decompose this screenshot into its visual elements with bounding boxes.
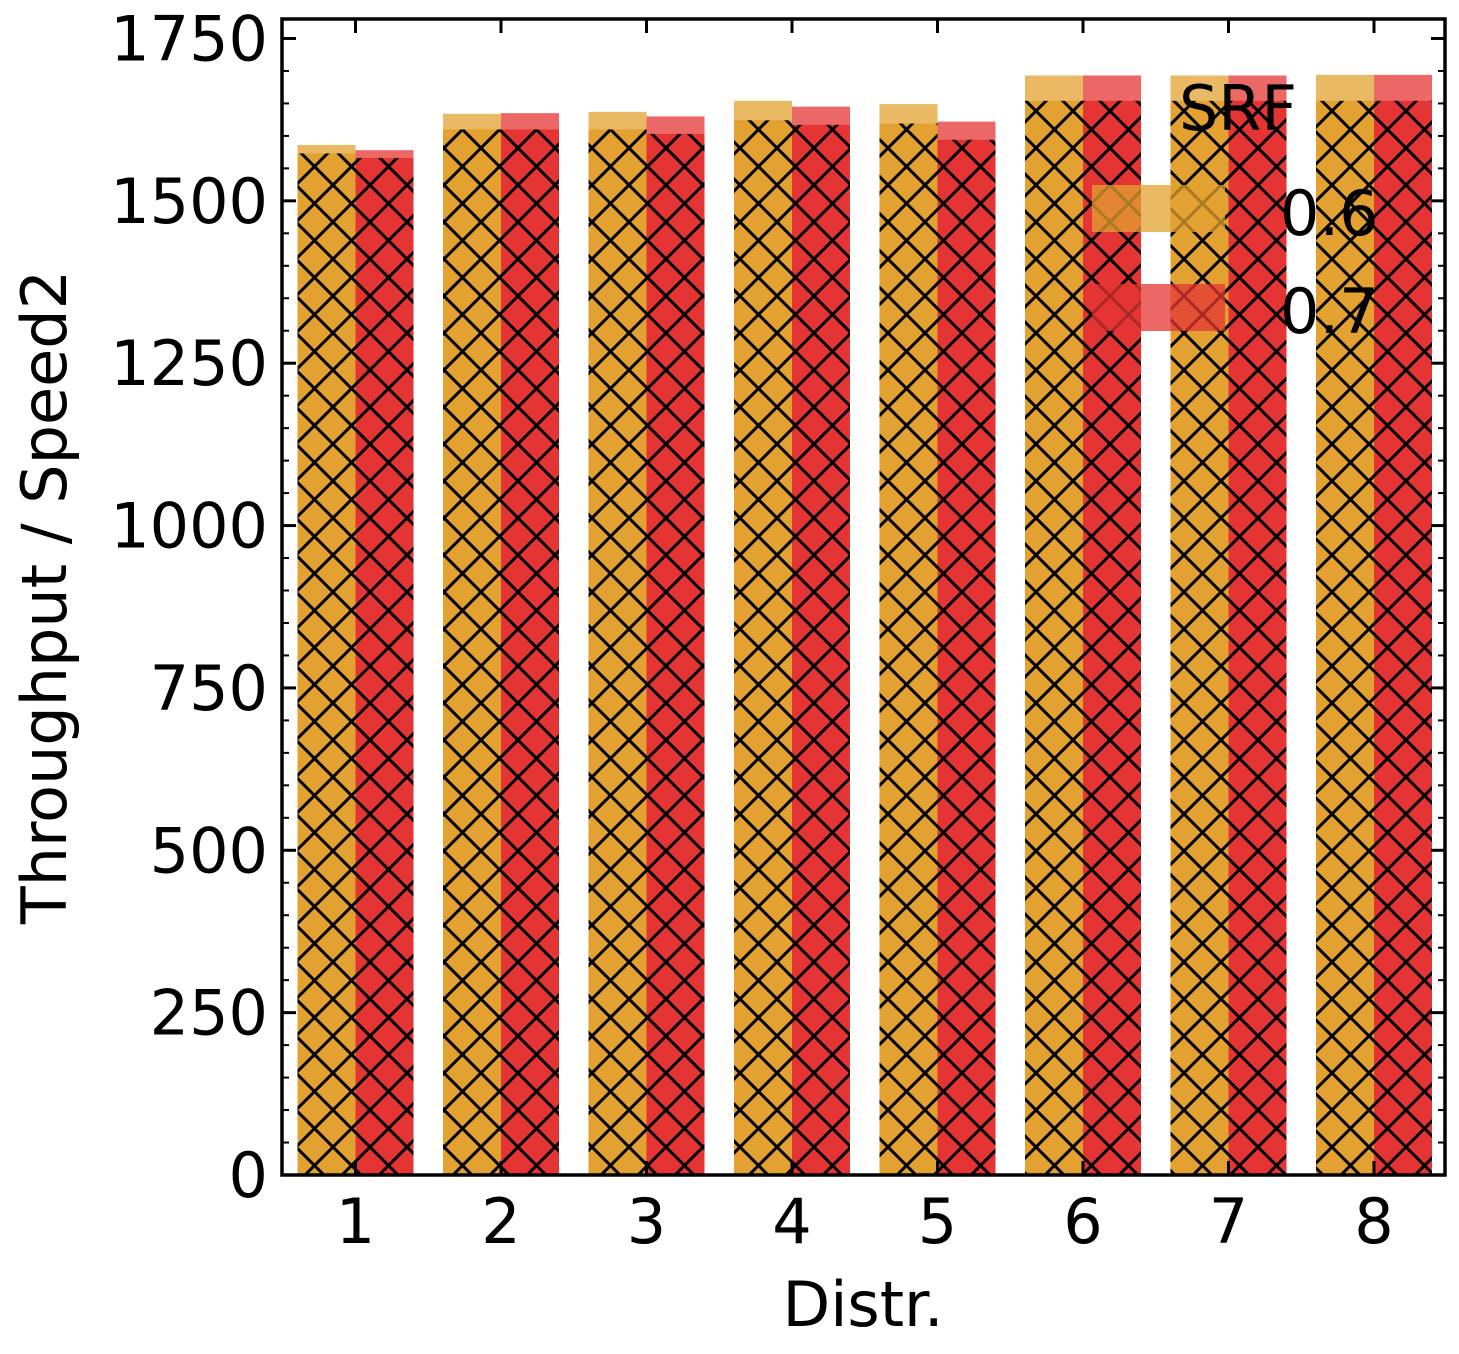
bar-hatch-0.6-6 <box>1025 100 1083 1175</box>
legend-label-0.7: 0.7 <box>1280 275 1379 348</box>
y-tick-label-750: 750 <box>150 652 268 725</box>
x-tick-label-6: 6 <box>1063 1185 1102 1258</box>
legend-title: SRF <box>1179 72 1297 145</box>
bar-hatch-0.6-7 <box>1170 100 1229 1175</box>
bar-hatch-0.7-2 <box>501 129 559 1175</box>
bar-hatch-0.6-1 <box>297 153 356 1175</box>
bar-hatch-0.6-8 <box>1316 100 1374 1175</box>
y-tick-label-1500: 1500 <box>110 165 268 238</box>
y-tick-label-250: 250 <box>150 977 268 1050</box>
y-tick-label-500: 500 <box>150 814 268 887</box>
bar-hatch-0.7-1 <box>355 157 414 1175</box>
ticks-layer: 1 2 3 4 5 6 7 8 0 250 500 750 1000 1250 1500 1750 <box>110 2 1445 1258</box>
legend-swatch-0.7 <box>1092 284 1225 331</box>
bar-hatch-0.7-8 <box>1374 100 1432 1175</box>
bar-hatch-0.6-3 <box>588 129 647 1175</box>
bar-hatch-0.7-6 <box>1083 100 1141 1175</box>
bar-hatch-0.6-5 <box>879 123 938 1175</box>
bars-layer <box>297 74 1432 1176</box>
legend-label-0.6: 0.6 <box>1280 177 1379 250</box>
legend-swatch-0.6 <box>1092 185 1225 232</box>
bar-hatch-0.7-7 <box>1228 100 1287 1175</box>
axes-layer <box>280 17 1447 1177</box>
x-tick-label-2: 2 <box>481 1185 520 1258</box>
bar-hatch-0.7-5 <box>937 139 996 1175</box>
x-tick-label-8: 8 <box>1354 1185 1393 1258</box>
y-tick-label-1000: 1000 <box>110 490 268 563</box>
x-tick-label-7: 7 <box>1209 1185 1248 1258</box>
x-tick-label-4: 4 <box>772 1185 811 1258</box>
y-tick-label-1250: 1250 <box>110 327 268 400</box>
bar-hatch-0.6-2 <box>443 129 501 1175</box>
x-tick-label-5: 5 <box>918 1185 957 1258</box>
legend: SRF 0.6 0.7 <box>1092 72 1379 348</box>
x-axis-label: Distr. <box>782 1268 943 1341</box>
y-tick-label-0: 0 <box>229 1139 268 1212</box>
y-tick-label-1750: 1750 <box>110 2 268 75</box>
bar-hatch-0.7-3 <box>646 133 705 1175</box>
bar-hatch-0.7-4 <box>792 124 850 1176</box>
x-tick-label-3: 3 <box>627 1185 666 1258</box>
x-tick-label-1: 1 <box>336 1185 375 1258</box>
y-axis-label: Throughput / Speed2 <box>8 270 81 925</box>
plot-frame <box>280 17 1447 1177</box>
bar-hatch-0.6-4 <box>734 120 792 1175</box>
